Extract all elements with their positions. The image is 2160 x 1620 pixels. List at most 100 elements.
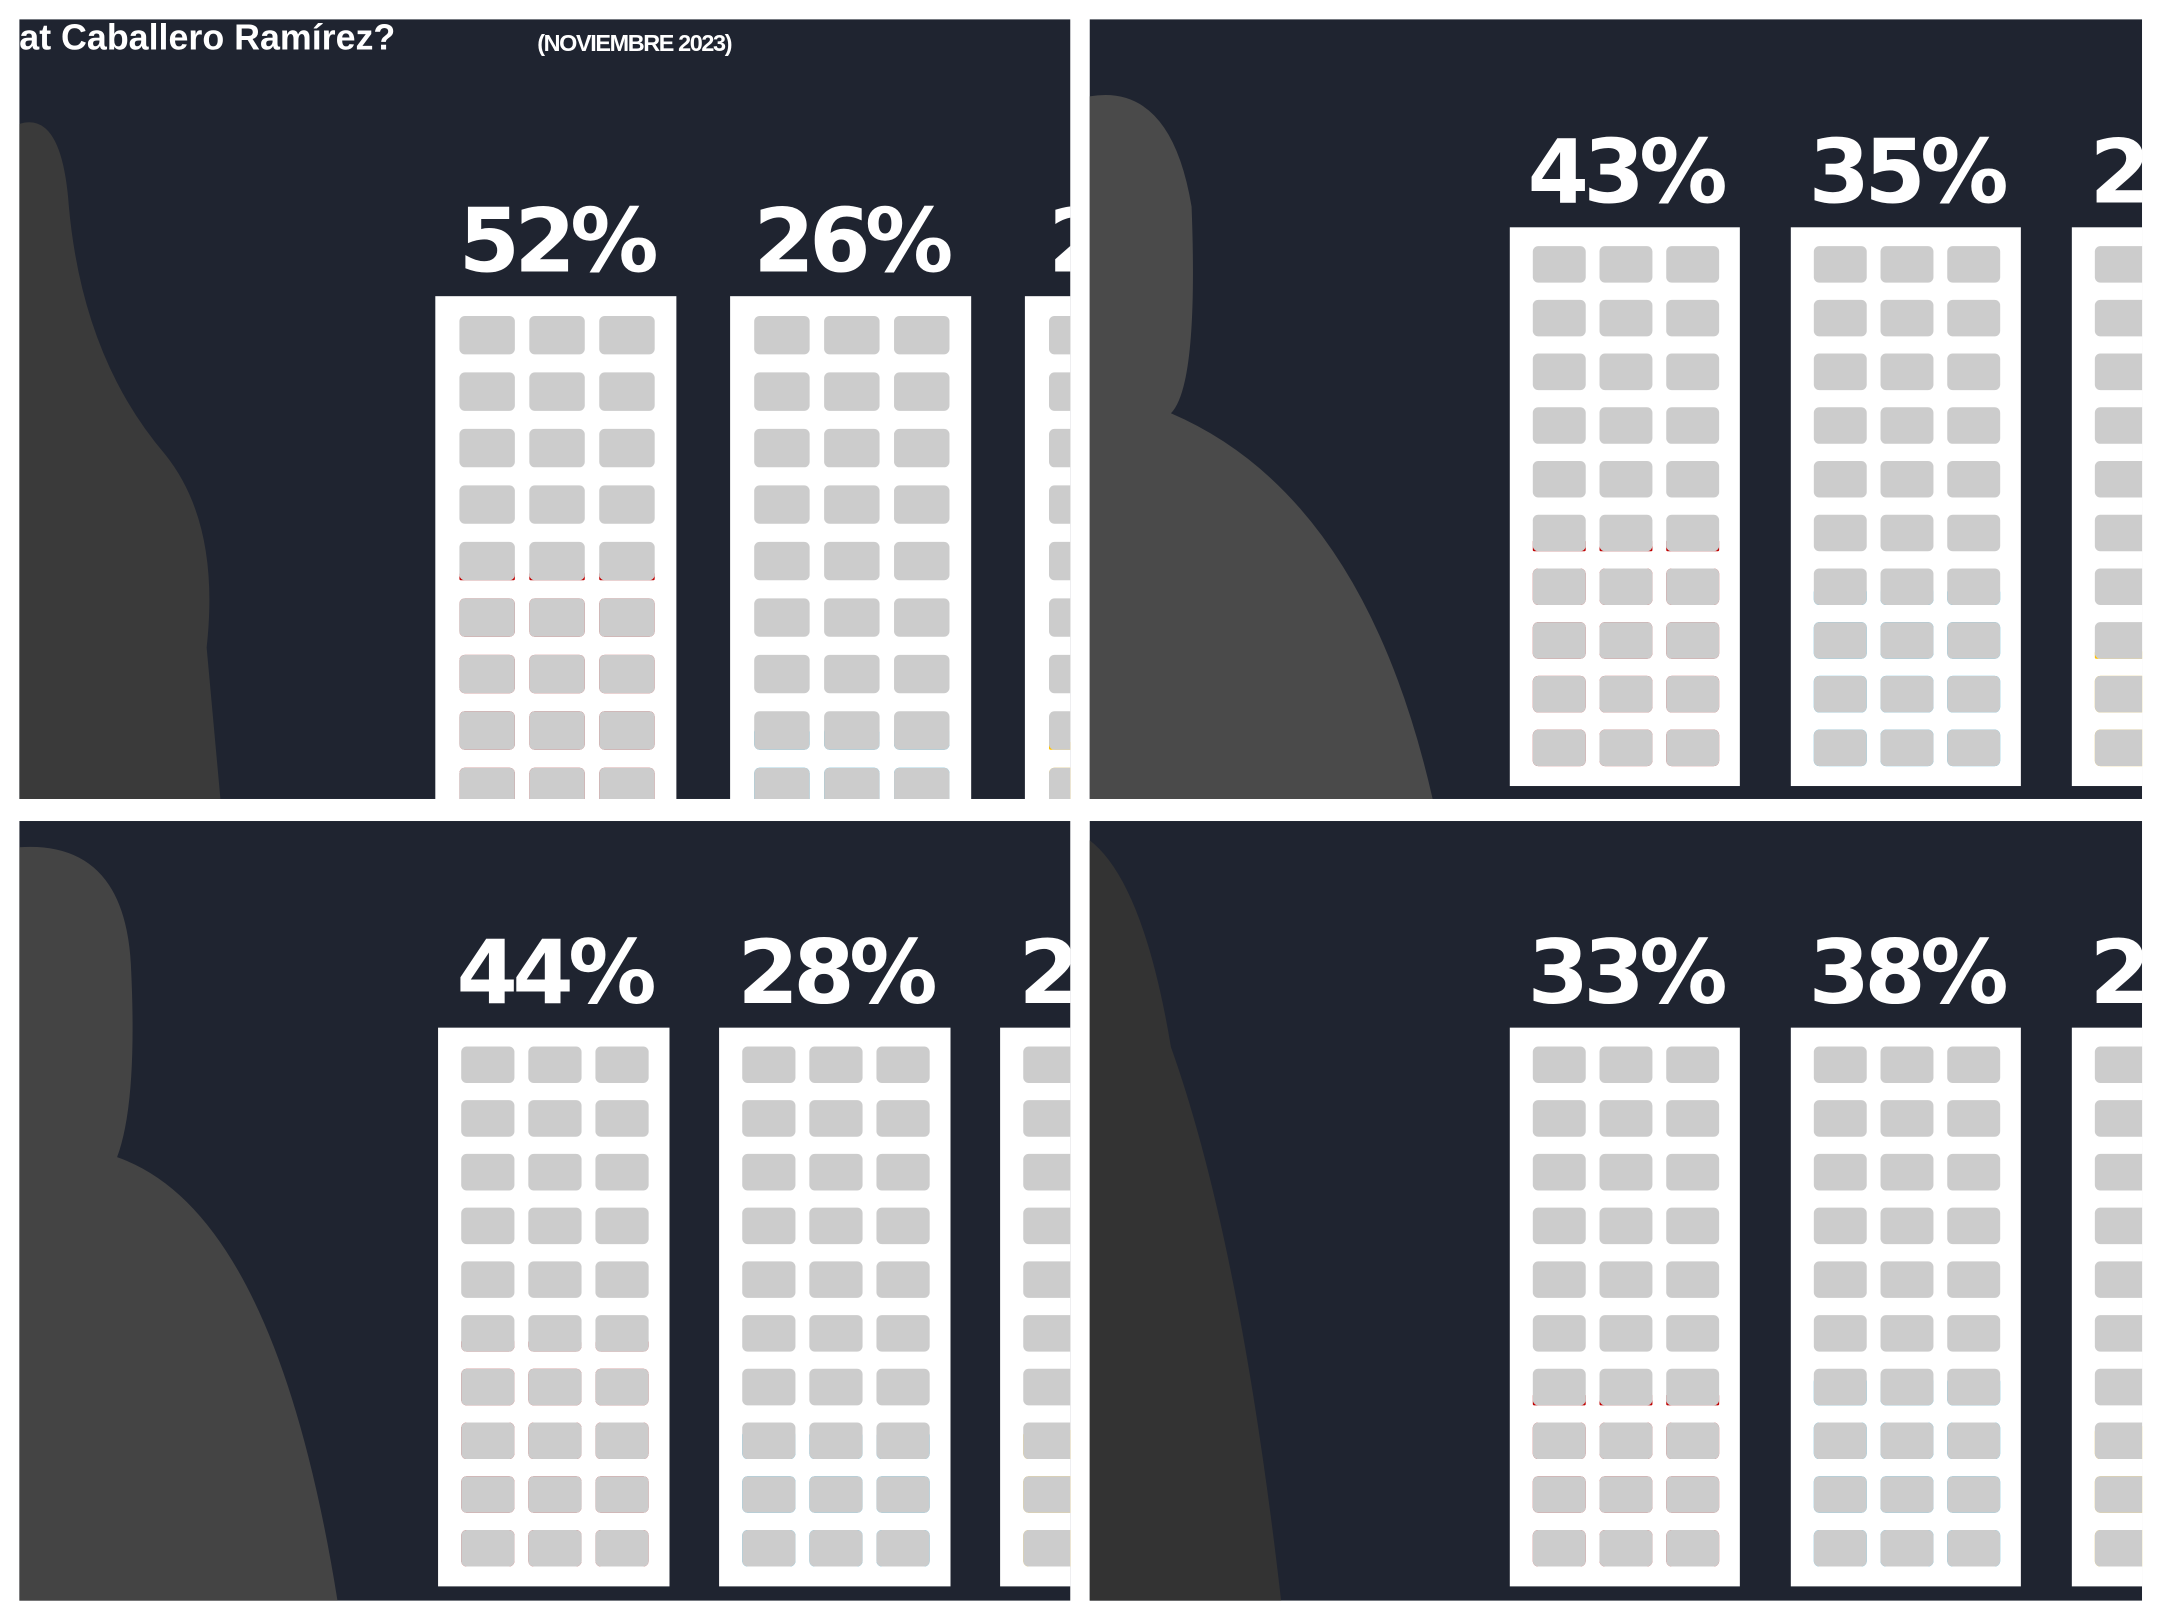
waffle-cell (459, 485, 515, 524)
value-label: 28% (738, 921, 936, 1024)
waffle-cell (824, 315, 880, 355)
waffle-cell (1813, 1207, 1867, 1245)
waffle-cell (459, 372, 515, 411)
waffle-cell (876, 1153, 930, 1191)
waffle-cell (1813, 299, 1867, 337)
waffle-cell (2094, 675, 2143, 713)
waffle-cell (754, 372, 810, 411)
waffle-cell (459, 711, 515, 750)
waffle-cell (1049, 315, 1071, 355)
waffle-cell (2094, 622, 2143, 659)
waffle-cell (1947, 1476, 2001, 1513)
waffle-cell (1880, 622, 1934, 659)
waffle-cell (1880, 675, 1934, 713)
waffle-cell (595, 1261, 649, 1298)
waffle-cell (1880, 1422, 1934, 1460)
waffle-cell (824, 711, 880, 750)
panel: 43% 35% 22% (1089, 19, 2143, 799)
value-label: 22% (1048, 189, 1246, 292)
waffle-cell (599, 315, 655, 355)
waffle-cell (459, 541, 515, 581)
waffle-cell (876, 1529, 930, 1567)
waffle-cell (595, 1422, 649, 1460)
waffle-cell (595, 1315, 649, 1352)
waffle-cell (1532, 514, 1586, 552)
waffle-cell (529, 767, 585, 799)
waffle-cell (1532, 299, 1586, 337)
waffle-cell (1532, 246, 1586, 283)
waffle-cell (1880, 1368, 1934, 1406)
waffle-cell (1813, 514, 1867, 552)
waffle-cell (1880, 407, 1934, 444)
waffle-cell (1880, 460, 1934, 498)
waffle-cell (742, 1422, 796, 1460)
waffle-cell (1666, 460, 1720, 498)
waffle-cell (461, 1153, 515, 1191)
waffle-cell (1666, 407, 1720, 444)
waffle-cell (1666, 622, 1720, 659)
waffle-cell (1532, 1368, 1586, 1406)
waffle-cell (1947, 514, 2001, 552)
waffle-cell (1813, 1100, 1867, 1137)
waffle-cell (2094, 729, 2143, 767)
waffle-cell (1813, 1422, 1867, 1460)
waffle-cell (528, 1476, 582, 1513)
waffle-cell (599, 654, 655, 694)
waffle-cell (754, 541, 810, 581)
waffle-cell (1599, 1046, 1653, 1083)
waffle-cell (1880, 1476, 1934, 1513)
waffle-cell (2094, 568, 2143, 605)
waffle-cell (742, 1046, 796, 1083)
waffle-cell (599, 541, 655, 581)
waffle-cell (894, 767, 950, 799)
waffle-cell (1947, 1046, 2001, 1083)
waffle-cell (1599, 675, 1653, 713)
waffle-cell (876, 1261, 930, 1298)
waffle-cell (1532, 1476, 1586, 1513)
waffle-cell (1599, 1153, 1653, 1191)
waffle-cell (2094, 1207, 2143, 1245)
value-label: 26% (753, 189, 951, 292)
waffle-cell (529, 541, 585, 581)
waffle-cell (1947, 246, 2001, 283)
waffle-cell (894, 598, 950, 637)
waffle-cell (1813, 353, 1867, 391)
waffle-cell (461, 1207, 515, 1245)
waffle-cell (1813, 729, 1867, 767)
waffle-cell (742, 1100, 796, 1137)
waffle-cell (824, 372, 880, 411)
waffle-cell (876, 1476, 930, 1513)
waffle-cell (1599, 1529, 1653, 1567)
waffle-cell (528, 1153, 582, 1191)
waffle-cell (754, 598, 810, 637)
waffle-cell (1023, 1422, 1071, 1460)
waffle-cell (809, 1476, 863, 1513)
waffle-cell (1947, 299, 2001, 337)
waffle-cell (1599, 1261, 1653, 1298)
waffle-cell (824, 428, 880, 468)
waffle-cell (754, 767, 810, 799)
photo (1089, 840, 1282, 1601)
waffle-cell (742, 1368, 796, 1406)
waffle-cell (1666, 1476, 1720, 1513)
waffle-cell (1666, 1100, 1720, 1137)
panel: at Caballero Ramírez? (NOVIEMBRE 2023) 5… (19, 19, 1246, 799)
waffle-cell (1947, 1207, 2001, 1245)
waffle-cell (599, 767, 655, 799)
waffle-cell (824, 767, 880, 799)
waffle-cell (1813, 675, 1867, 713)
waffle-cell (2094, 1368, 2143, 1406)
value-label: 28% (1019, 921, 1217, 1024)
waffle-cell (1049, 711, 1071, 750)
value-label: 38% (1809, 921, 2007, 1024)
waffle-cell (1532, 1315, 1586, 1352)
waffle-cell (1049, 654, 1071, 694)
waffle-cell (1813, 1261, 1867, 1298)
waffle-cell (1947, 407, 2001, 444)
panel: 44% 28% 28% (19, 821, 1217, 1601)
waffle-cell (1880, 1261, 1934, 1298)
waffle-cell (529, 372, 585, 411)
waffle-cell (529, 428, 585, 468)
waffle-cell (742, 1476, 796, 1513)
waffle-cell (1599, 1100, 1653, 1137)
